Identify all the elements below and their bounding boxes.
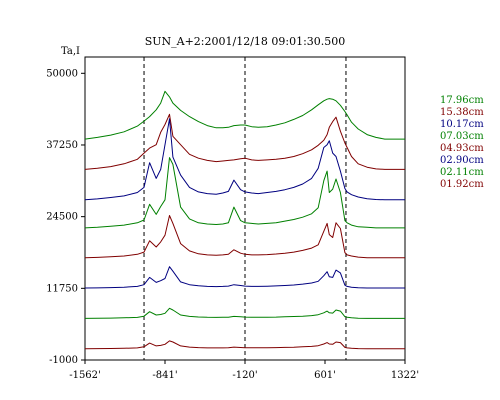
series-line-4 xyxy=(84,215,405,259)
y-tick-label: 50000 xyxy=(46,68,78,79)
series-line-6 xyxy=(84,307,405,319)
series-line-3 xyxy=(84,157,405,229)
legend-entry: 02.11cm xyxy=(440,167,484,178)
series-line-1 xyxy=(84,113,405,170)
series-line-0 xyxy=(84,90,405,140)
series-line-2 xyxy=(84,118,405,201)
y-tick-label: -1000 xyxy=(49,355,78,366)
x-tick-label: -1562' xyxy=(69,370,101,381)
legend-entry: 04.93cm xyxy=(440,143,484,154)
x-tick-label: 601' xyxy=(314,370,336,381)
x-tick-label: -841' xyxy=(152,370,177,381)
legend-entry: 17.96cm xyxy=(440,95,484,106)
y-tick-label: 37250 xyxy=(46,140,78,151)
x-tick-label: 1322' xyxy=(391,370,419,381)
legend-entry: 07.03cm xyxy=(440,131,484,142)
y-tick-label: 11750 xyxy=(46,283,78,294)
legend-entry: 02.90cm xyxy=(440,155,484,166)
y-tick-label: 24500 xyxy=(46,212,78,223)
chart-title: SUN_A+2:2001/12/18 09:01:30.500 xyxy=(145,35,346,48)
x-tick-label: -120' xyxy=(232,370,257,381)
legend-entry: 10.17cm xyxy=(440,119,484,130)
legend-entry: 01.92cm xyxy=(440,179,484,190)
legend-entry: 15.38cm xyxy=(440,107,484,118)
series-line-5 xyxy=(84,266,405,289)
y-axis-label: Ta,I xyxy=(61,46,80,57)
series-line-7 xyxy=(84,340,405,350)
